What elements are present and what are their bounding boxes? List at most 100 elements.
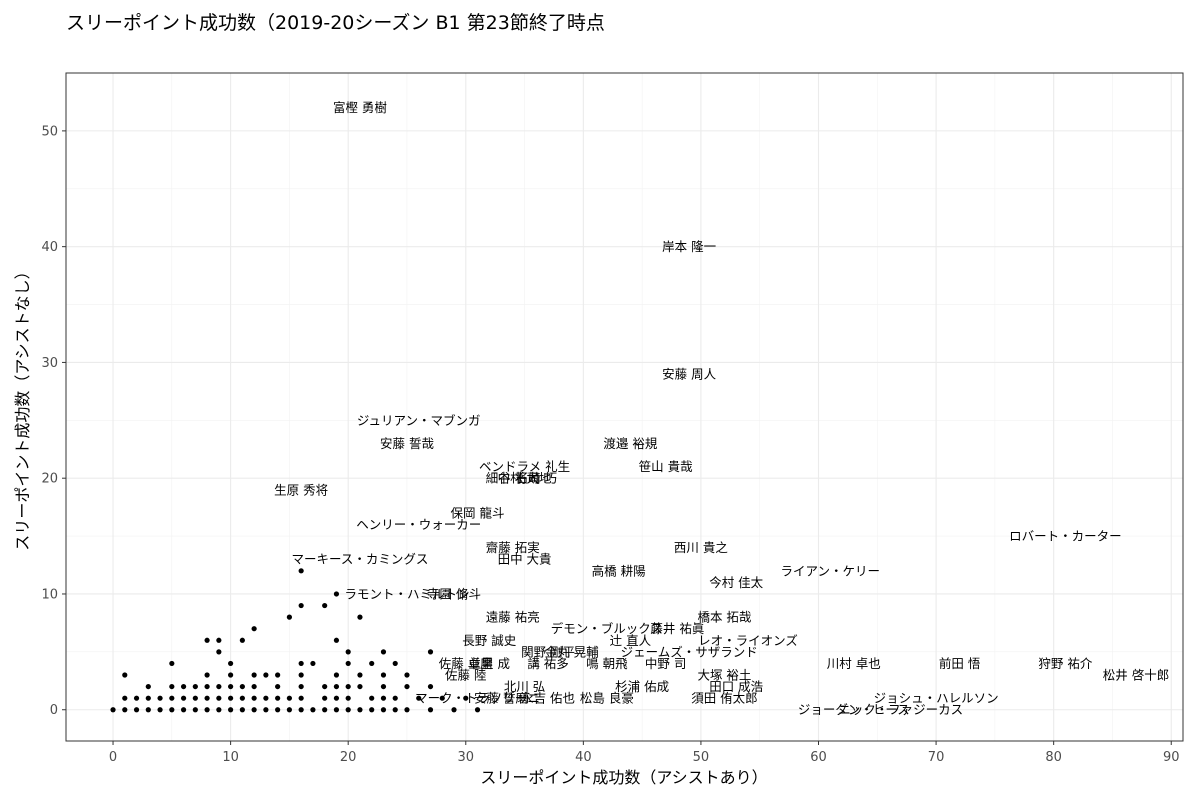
data-point	[345, 683, 351, 690]
data-point	[286, 695, 292, 701]
point-label: 須田 侑太郎	[691, 691, 757, 706]
data-point	[298, 683, 304, 690]
data-point	[251, 683, 257, 690]
data-point	[263, 707, 269, 713]
data-point	[404, 672, 410, 678]
data-point	[169, 695, 175, 701]
data-point	[427, 707, 434, 713]
point-label: ヘンリー・ウォーカー	[356, 517, 481, 532]
data-point	[169, 683, 175, 690]
point-label: ジェームズ・サザランド	[621, 644, 758, 659]
point-label: 川村 卓也	[827, 656, 881, 671]
point-label: 寺園 脩斗	[427, 586, 481, 601]
x-tick-label: 70	[928, 750, 945, 765]
data-point	[345, 649, 351, 655]
data-point	[345, 695, 351, 701]
data-point	[239, 707, 245, 713]
point-label: 渡邉 裕規	[603, 436, 657, 451]
data-point	[380, 707, 387, 713]
data-point	[404, 707, 410, 713]
data-point	[122, 695, 128, 701]
point-label: 石崎 巧	[516, 471, 557, 486]
point-label: 長野 誠史	[462, 633, 516, 648]
x-tick-label: 40	[575, 750, 592, 765]
x-tick-label: 20	[340, 750, 357, 765]
data-point	[427, 683, 434, 690]
data-point	[333, 707, 340, 713]
data-point	[251, 707, 257, 713]
data-point	[204, 637, 210, 643]
data-point	[275, 695, 281, 701]
data-point	[333, 683, 340, 690]
point-label: 生原 秀将	[274, 482, 328, 497]
point-label: 田中 大貴	[498, 552, 552, 567]
data-point	[286, 614, 292, 620]
data-point	[145, 695, 151, 701]
data-point	[133, 707, 140, 713]
point-label: ジョシュ・ハレルソン	[874, 691, 999, 706]
data-point	[204, 683, 210, 690]
y-tick-label: 50	[41, 124, 58, 139]
data-point	[310, 707, 316, 713]
data-point	[204, 672, 210, 678]
data-point	[239, 683, 245, 690]
x-axis-title: スリーポイント成功数（アシストあり）	[480, 768, 767, 787]
data-point	[369, 660, 375, 667]
point-label: 大塚 裕土	[697, 668, 751, 683]
data-point	[333, 695, 340, 701]
data-point	[380, 683, 387, 690]
point-label: 佐藤 陸	[445, 668, 486, 683]
data-point	[463, 695, 469, 701]
data-point	[392, 707, 398, 713]
data-point	[286, 707, 292, 713]
data-point	[392, 695, 398, 701]
point-label: 遠藤 祐亮	[486, 610, 540, 625]
point-label: 富樫 勇樹	[333, 100, 387, 115]
point-label: ニック・ファジーカス	[838, 702, 963, 717]
data-point	[192, 707, 198, 713]
data-point	[275, 672, 281, 678]
data-point	[239, 695, 245, 701]
point-label: 西川 貴之	[674, 540, 728, 555]
point-label: 高橋 耕陽	[592, 563, 646, 578]
point-label: 鳴 朝飛	[586, 656, 628, 671]
data-point	[192, 683, 198, 690]
point-label: ロバート・カーター	[1009, 529, 1122, 544]
point-label: 安藤 誓磨	[474, 691, 528, 706]
data-point	[228, 683, 234, 690]
data-point	[333, 672, 340, 678]
data-point	[157, 707, 163, 713]
point-label: 北川 弘	[504, 679, 545, 694]
point-label: ベンドラメ 礼生	[479, 459, 570, 474]
data-point	[192, 695, 198, 701]
point-label: 松井 啓十郎	[1103, 668, 1169, 683]
data-point	[380, 695, 387, 701]
x-tick-label: 50	[693, 750, 710, 765]
data-point	[180, 683, 187, 690]
point-label: 関野 剛平	[521, 644, 575, 659]
y-tick-label: 10	[41, 587, 58, 602]
data-point	[310, 660, 316, 667]
chart-title: スリーポイント成功数（2019-20シーズン B1 第23節終了時点	[66, 12, 605, 34]
x-tick-label: 90	[1163, 750, 1180, 765]
data-point	[133, 695, 140, 701]
data-point	[322, 683, 328, 690]
point-label: 橋本 拓哉	[697, 610, 751, 625]
x-tick-label: 10	[222, 750, 239, 765]
point-label: 佐藤 卓磨	[439, 656, 493, 671]
data-point	[228, 660, 234, 667]
point-label: 岸本 隆一	[662, 239, 716, 254]
point-label: 細谷 将司	[486, 471, 540, 486]
point-label: ジュリアン・マブンガ	[357, 413, 481, 428]
point-label: 保岡 龍斗	[451, 505, 505, 520]
plot-panel-border	[65, 72, 1184, 742]
data-point	[392, 660, 398, 667]
point-label: 安藤 周人	[662, 367, 716, 382]
data-point	[251, 695, 257, 701]
data-point	[357, 672, 363, 678]
data-point	[357, 707, 363, 713]
data-point	[357, 614, 363, 620]
data-point	[357, 683, 363, 690]
point-label: 藤井 祐眞	[650, 621, 704, 636]
